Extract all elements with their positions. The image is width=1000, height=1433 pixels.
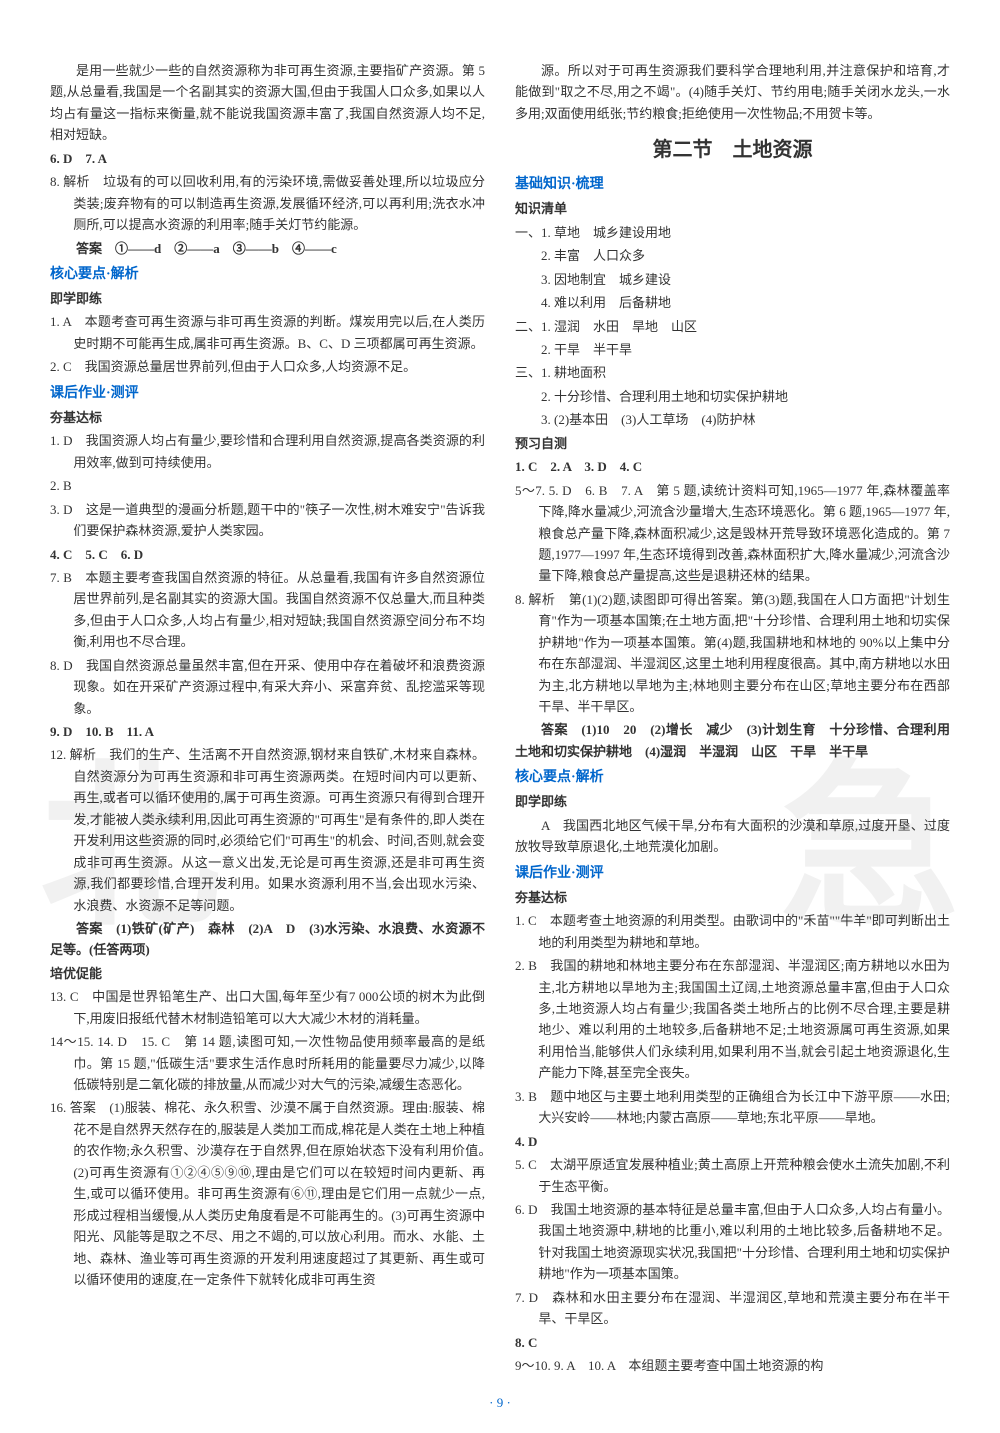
cont-paragraph: 源。所以对于可再生资源我们要科学合理地利用,并注意保护和培育,才能做到"取之不尽… <box>515 60 950 124</box>
kh2-q8: 8. C <box>515 1332 950 1353</box>
answer-label-yx8: 答案 (1)10 20 (2)增长 减少 (3)计划生育 十分珍惜、合理利用土地… <box>515 722 950 758</box>
section-hexin2: 核心要点·解析 <box>515 766 950 789</box>
section-kehou2: 课后作业·测评 <box>515 862 950 885</box>
right-column: 源。所以对于可再生资源我们要科学合理地利用,并注意保护和培育,才能做到"取之不尽… <box>515 60 950 1378</box>
kh-q1: 1. D 我国资源人均占有量少,要珍惜和合理利用自然资源,提高各类资源的利用效率… <box>50 430 485 473</box>
hx2-q: A 我国西北地区气候干旱,分布有大面积的沙漠和草原,过度开垦、过度放牧导致草原退… <box>515 815 950 858</box>
py-q14-15: 14～15. 14. D 15. C 第 14 题,读图可知,一次性物品使用频率… <box>50 1031 485 1095</box>
page-number: · 9 · <box>489 1392 511 1413</box>
kh2-q2: 2. B 我国的耕地和林地主要分布在东部湿润、半湿润区;南方耕地以水田为主,北方… <box>515 955 950 1084</box>
zs-3: 三、1. 耕地面积 <box>515 362 950 383</box>
section-hexin: 核心要点·解析 <box>50 263 485 286</box>
kh2-q5: 5. C 太湖平原适宜发展种植业;黄土高原上开荒种粮会使水土流失加剧,不利于生态… <box>515 1154 950 1197</box>
section-kehou: 课后作业·测评 <box>50 382 485 405</box>
kh-q12-analysis: 12. 解析 我们的生产、生活离不开自然资源,钢材来自铁矿,木材来自森林。自然资… <box>50 744 485 916</box>
kh-q2: 2. B <box>50 475 485 496</box>
zs-1: 一、1. 草地 城乡建设用地 <box>515 222 950 243</box>
zs-3-2: 2. 十分珍惜、合理利用土地和切实保护耕地 <box>515 386 950 407</box>
kh2-q3: 3. B 题中地区与主要土地利用类型的正确组合为长江中下游平原——水田;大兴安岭… <box>515 1086 950 1129</box>
sub-daba: 夯基达标 <box>50 407 485 428</box>
yx-q8-answer: 答案 (1)10 20 (2)增长 减少 (3)计划生育 十分珍惜、合理利用土地… <box>515 719 950 762</box>
yx-q8-analysis: 8. 解析 第(1)(2)题,读图即可得出答案。第(3)题,我国在人口方面把"计… <box>515 589 950 718</box>
zs-1-4: 4. 难以利用 后备耕地 <box>515 292 950 313</box>
sub-daba2: 夯基达标 <box>515 887 950 908</box>
intro-paragraph: 是用一些就少一些的自然资源称为非可再生资源,主要指矿产资源。第 5 题,从总量看… <box>50 60 485 146</box>
sub-peiyou: 培优促能 <box>50 963 485 984</box>
kh-q9-11: 9. D 10. B 11. A <box>50 721 485 742</box>
sub-jixue: 即学即练 <box>50 288 485 309</box>
yx-q5-7: 5～7. 5. D 6. B 7. A 第 5 题,读统计资料可知,1965—1… <box>515 480 950 587</box>
zs-1-2: 2. 丰富 人口众多 <box>515 245 950 266</box>
sub-jixue2: 即学即练 <box>515 791 950 812</box>
answer-6-7: 6. D 7. A <box>50 148 485 169</box>
kh-q12-answer: 答案 (1)铁矿(矿产) 森林 (2)A D (3)水污染、水浪费、水资源不足等… <box>50 918 485 961</box>
hx-q2: 2. C 我国资源总量居世界前列,但由于人口众多,人均资源不足。 <box>50 356 485 377</box>
kh2-q6: 6. D 我国土地资源的基本特征是总量丰富,但由于人口众多,人均占有量小。我国土… <box>515 1199 950 1285</box>
left-column: 是用一些就少一些的自然资源称为非可再生资源,主要指矿产资源。第 5 题,从总量看… <box>50 60 485 1378</box>
page-content: 是用一些就少一些的自然资源称为非可再生资源,主要指矿产资源。第 5 题,从总量看… <box>50 60 950 1378</box>
py-q16: 16. 答案 (1)服装、棉花、永久积雪、沙漠不属于自然资源。理由:服装、棉花不… <box>50 1097 485 1290</box>
kh2-q9-10: 9～10. 9. A 10. A 本组题主要考查中国土地资源的构 <box>515 1355 950 1376</box>
answer-label-12: 答案 (1)铁矿(矿产) 森林 (2)A D (3)水污染、水浪费、水资源不足等… <box>50 921 485 957</box>
yx-q1-4: 1. C 2. A 3. D 4. C <box>515 456 950 477</box>
kh2-q1: 1. C 本题考查土地资源的利用类型。由歌词中的"禾苗""牛羊"即可判断出土地的… <box>515 910 950 953</box>
two-column-layout: 是用一些就少一些的自然资源称为非可再生资源,主要指矿产资源。第 5 题,从总量看… <box>50 60 950 1378</box>
section-title-land: 第二节 土地资源 <box>515 134 950 167</box>
sub-yuxi: 预习自测 <box>515 433 950 454</box>
zs-3-3: 3. (2)基本田 (3)人工草场 (4)防护林 <box>515 409 950 430</box>
hx-q1: 1. A 本题考查可再生资源与非可再生资源的判断。煤炭用完以后,在人类历史时期不… <box>50 311 485 354</box>
kh-q4-6: 4. C 5. C 6. D <box>50 544 485 565</box>
sub-zhishi: 知识清单 <box>515 198 950 219</box>
py-q13: 13. C 中国是世界铅笔生产、出口大国,每年至少有7 000公顷的树木为此倒下… <box>50 986 485 1029</box>
zs-2-2: 2. 干旱 半干旱 <box>515 339 950 360</box>
q8-analysis: 8. 解析 垃圾有的可以回收利用,有的污染环境,需做妥善处理,所以垃圾应分类装;… <box>50 171 485 235</box>
kh2-q4: 4. D <box>515 1131 950 1152</box>
section-jichu: 基础知识·梳理 <box>515 173 950 196</box>
kh-q8: 8. D 我国自然资源总量虽然丰富,但在开采、使用中存在着破坏和浪费资源现象。如… <box>50 655 485 719</box>
q8-answer: 答案 ①——d ②——a ③——b ④——c <box>50 238 485 259</box>
zs-1-3: 3. 因地制宜 城乡建设 <box>515 269 950 290</box>
zs-2: 二、1. 湿润 水田 旱地 山区 <box>515 316 950 337</box>
kh-q7: 7. B 本题主要考查我国自然资源的特征。从总量看,我国有许多自然资源位居世界前… <box>50 567 485 653</box>
answer-label: 答案 ①——d ②——a ③——b ④——c <box>76 241 337 256</box>
kh2-q7: 7. D 森林和水田主要分布在湿润、半湿润区,草地和荒漠主要分布在半干旱、干旱区… <box>515 1287 950 1330</box>
kh-q3: 3. D 这是一道典型的漫画分析题,题干中的"筷子一次性,树木难安宁"告诉我们要… <box>50 499 485 542</box>
